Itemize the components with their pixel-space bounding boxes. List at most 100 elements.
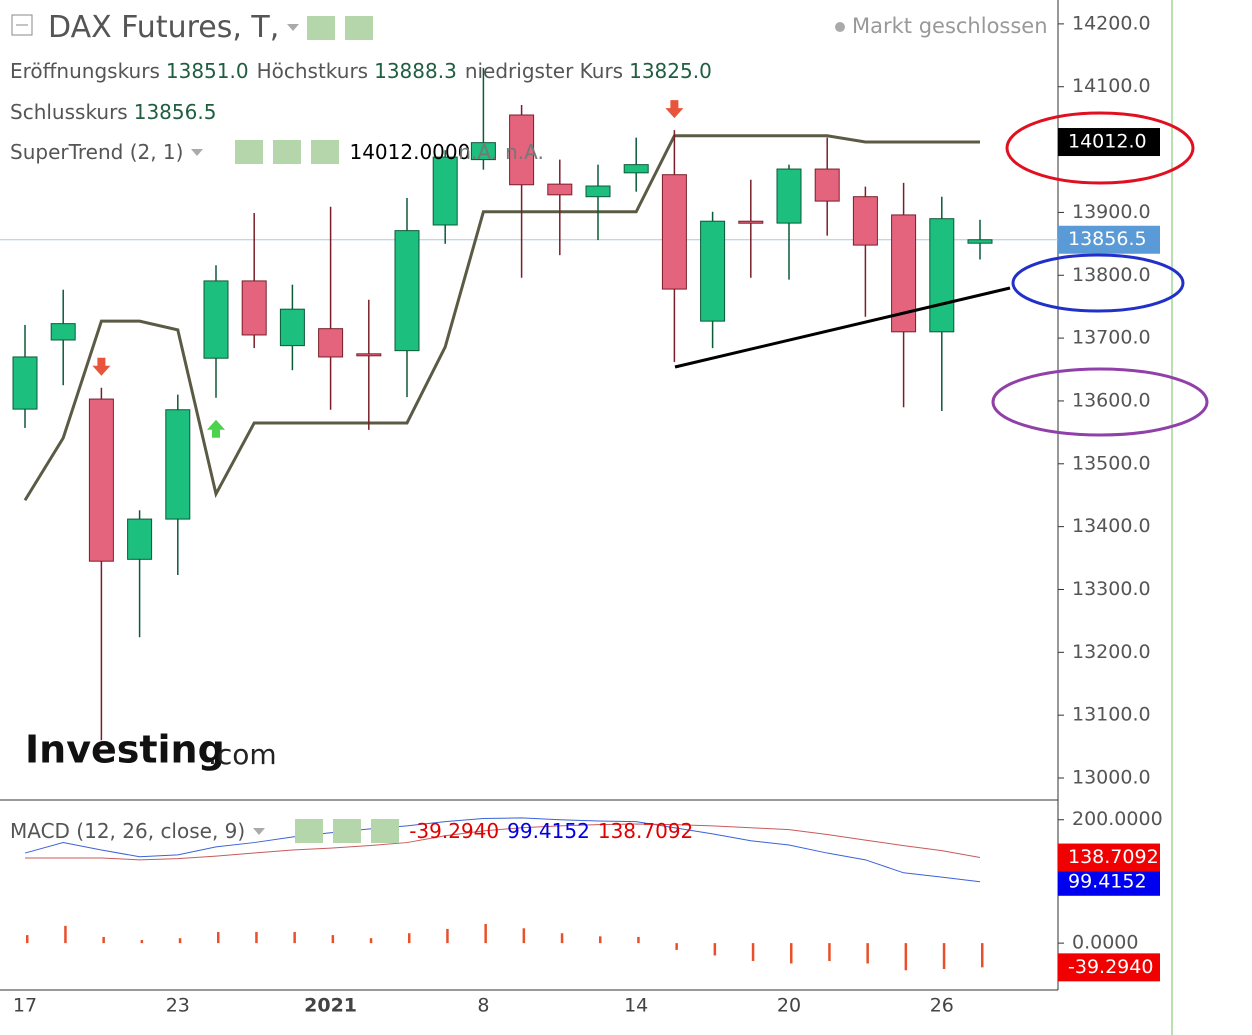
- histogram-bar: [217, 932, 220, 944]
- y-tick-label: 13700.0: [1072, 327, 1151, 349]
- dropdown[interactable]: [253, 827, 266, 835]
- candle-body: [776, 168, 802, 224]
- y-tick-label: 13400.0: [1072, 515, 1151, 537]
- y-tick-label: 13600.0: [1072, 389, 1151, 411]
- y-tick-label: 14100.0: [1072, 75, 1151, 97]
- axis-marker: [1058, 867, 1160, 896]
- histogram-bar: [64, 925, 67, 944]
- ohlc-item: niedrigster Kurs 13825.0: [465, 59, 712, 83]
- candle-body: [700, 220, 726, 322]
- status-dot: [835, 22, 845, 32]
- histogram-bar: [866, 943, 869, 964]
- indicator-name: SuperTrend (2, 1): [10, 140, 184, 164]
- dropdown[interactable]: [287, 24, 300, 31]
- y-tick-label: 200.0000: [1072, 808, 1163, 830]
- histogram-bar: [369, 938, 373, 944]
- chart-title-row: DAX Futures, T,: [48, 10, 375, 45]
- histogram-bar: [484, 923, 487, 944]
- x-tick-label: 23: [166, 995, 190, 1017]
- macd-line: [24, 817, 981, 883]
- highlight-ellipse: [991, 367, 1209, 437]
- chart-title: DAX Futures, T,: [48, 10, 280, 45]
- histogram-bar: [26, 935, 29, 944]
- ohlc-value: 13851.0: [165, 59, 249, 83]
- settings-button[interactable]: [273, 140, 302, 164]
- histogram-bar: [293, 932, 296, 944]
- close-button[interactable]: [371, 819, 400, 843]
- histogram-bar: [599, 936, 602, 944]
- ohlc-legend: Schlusskurs 13856.5: [10, 100, 216, 124]
- dropdown[interactable]: [191, 148, 204, 156]
- candle-body: [623, 164, 649, 174]
- indicator-name: MACD (12, 26, close, 9): [10, 819, 246, 843]
- trendline: [674, 286, 1011, 369]
- indicator-value: 138.7092: [597, 819, 694, 843]
- candle-body: [432, 156, 458, 226]
- watermark: Investing: [25, 728, 225, 772]
- y-tick-label: 13300.0: [1072, 578, 1151, 600]
- histogram-bar: [637, 936, 640, 944]
- histogram-bar: [255, 932, 258, 944]
- y-tick-label: 14200.0: [1072, 12, 1151, 34]
- ohlc-label: Höchstkurs: [256, 59, 369, 83]
- y-tick-label: 13800.0: [1072, 264, 1151, 286]
- x-tick-label: 26: [930, 995, 954, 1017]
- candle-body: [929, 218, 955, 333]
- axis-marker-label: -39.2940: [1068, 956, 1153, 978]
- candle-body: [585, 185, 611, 198]
- candle-body: [738, 220, 764, 224]
- candle-body: [203, 280, 229, 359]
- axis-marker: [1058, 225, 1160, 254]
- histogram-bar: [904, 943, 908, 971]
- sell-signal: [92, 357, 111, 376]
- collapse-icon[interactable]: [11, 14, 33, 36]
- eye-button[interactable]: [235, 140, 264, 164]
- x-tick-label: 2021: [304, 995, 357, 1017]
- watermark: .com: [208, 738, 277, 771]
- ohlc-legend: Eröffnungskurs 13851.0 Höchstkurs 13888.3 ni…: [10, 59, 712, 83]
- indicator-value: n.A.: [505, 140, 544, 164]
- histogram-bar: [178, 938, 182, 944]
- histogram-bar: [408, 933, 411, 944]
- y-tick-label: 0.0000: [1072, 932, 1138, 954]
- candle-body: [165, 409, 191, 520]
- x-tick-label: 17: [13, 995, 37, 1017]
- histogram-bar: [102, 936, 105, 944]
- candle-body: [661, 174, 687, 290]
- histogram-bar: [675, 943, 678, 950]
- indicator-value: -39.2940: [409, 819, 500, 843]
- axis-marker-label: 13856.5: [1068, 228, 1147, 250]
- buy-signal: [207, 419, 225, 438]
- ohlc-value: 13856.5: [133, 100, 217, 124]
- ohlc-value: 13888.3: [374, 59, 457, 83]
- axis-marker: [1058, 843, 1160, 872]
- indicator-value: 99.4152: [507, 819, 590, 843]
- axis-marker: [1058, 128, 1160, 157]
- candle-body: [394, 230, 420, 352]
- candle-body: [967, 239, 993, 244]
- indicator-value: 14012.0000: [349, 140, 471, 164]
- close-button[interactable]: [311, 140, 340, 164]
- eye-button[interactable]: [307, 15, 336, 40]
- eye-button[interactable]: [295, 819, 324, 843]
- ohlc-item: Höchstkurs 13888.3: [257, 59, 457, 83]
- settings-button[interactable]: [345, 15, 374, 40]
- axis-marker-label: 14012.0: [1068, 131, 1147, 153]
- histogram-bar: [446, 928, 449, 944]
- candle-body: [509, 114, 535, 186]
- y-tick-label: 13200.0: [1072, 641, 1151, 663]
- ohlc-label: Schlusskurs: [10, 100, 128, 124]
- candle-body: [547, 183, 573, 196]
- ohlc-value: 13825.0: [629, 59, 712, 83]
- settings-button[interactable]: [333, 819, 362, 843]
- market-status: Markt geschlossen: [852, 14, 1048, 38]
- candle-body: [241, 280, 267, 336]
- histogram-bar: [560, 933, 564, 944]
- candle-body: [318, 328, 344, 358]
- y-tick-label: 13000.0: [1072, 767, 1151, 789]
- candle-body: [50, 323, 76, 341]
- highlight-ellipse: [1005, 111, 1195, 185]
- candle-body: [814, 168, 840, 202]
